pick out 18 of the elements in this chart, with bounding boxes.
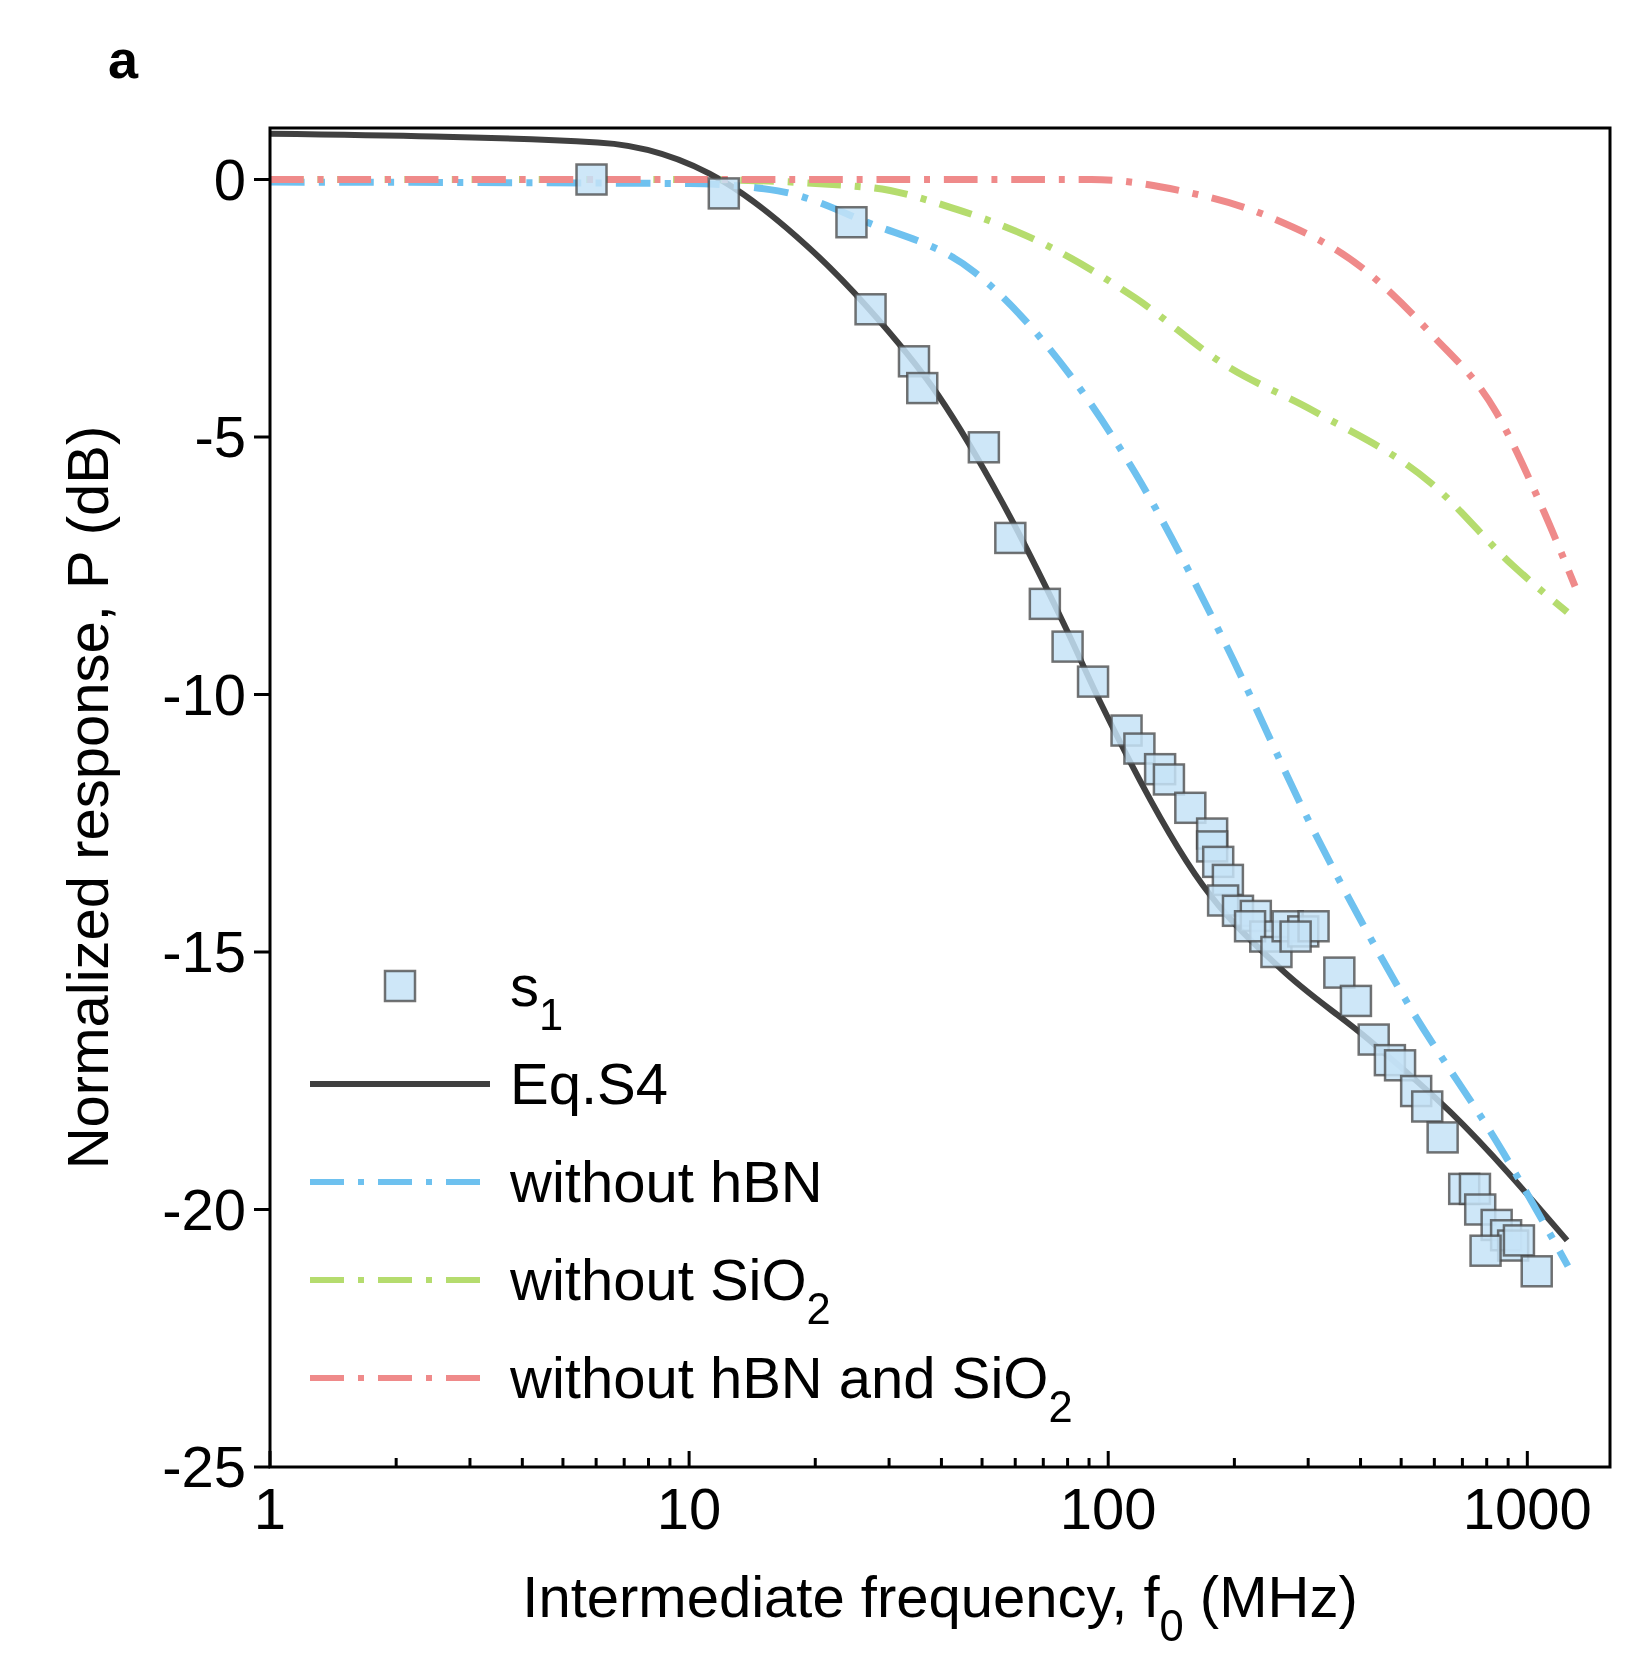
legend-label: Eq.S4 [510,1051,668,1117]
legend-label: without SiO$_{2}$ [509,1247,831,1334]
legend-label: s$_{1}$ [510,953,564,1040]
x-tick-label: 1000 [1462,1476,1592,1541]
y-tick-label: -15 [162,919,246,985]
x-tick-label: 10 [656,1476,722,1541]
x-tick-label: 100 [1059,1476,1157,1541]
y-tick-label: -5 [194,404,246,470]
legend-label: without hBN [509,1149,823,1215]
y-tick-label: -25 [162,1434,246,1500]
text: a [108,29,139,89]
y-tick-label: 0 [213,146,246,212]
x-tick-label: 1 [253,1476,287,1541]
y-axis-title: Normalized response, P (dB) [55,425,120,1170]
legend-label: without hBN and SiO$_{2}$ [509,1345,1073,1432]
y-tick-label: -10 [162,661,246,727]
y-tick-label: -20 [162,1176,246,1242]
x-axis-title: Intermediate frequency, f$_{0}$ (MHz) [522,1564,1358,1650]
